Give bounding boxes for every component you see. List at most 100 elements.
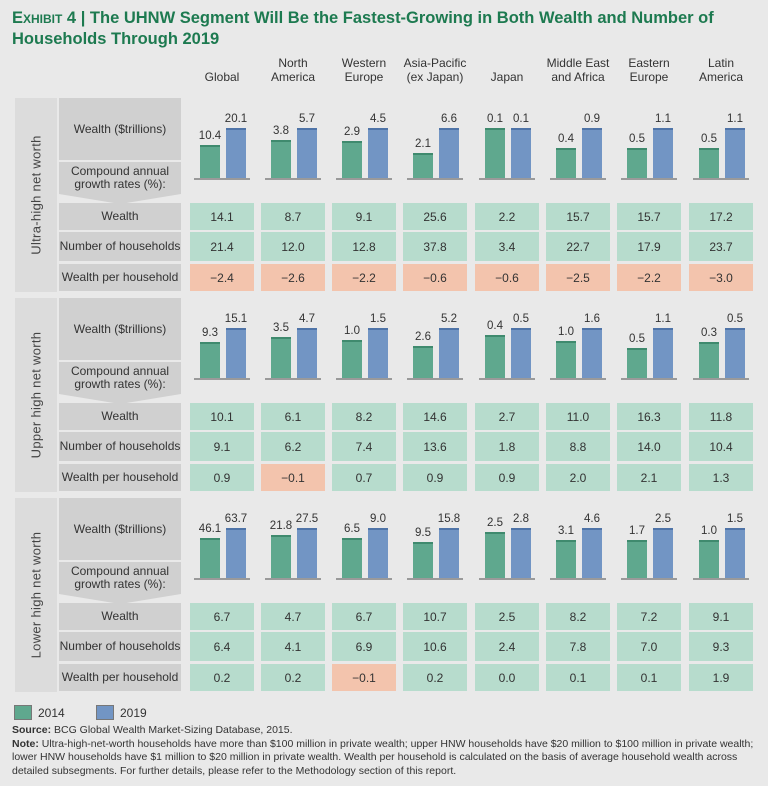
note-line: Note: Ultra-high-net-worth households ha… (12, 738, 762, 779)
row-label-cagr: Compound annual growth rates (%): (59, 162, 181, 194)
row-label-wealth-chart: Wealth ($trillions) (59, 498, 181, 560)
cagr-cell-wealth: 2.7 (475, 403, 539, 430)
cagr-cell-per_household: −0.1 (261, 464, 325, 491)
bar-value-label: 3.5 (273, 322, 289, 334)
bar-value-label: 10.4 (198, 130, 222, 142)
cagr-cell-households: 6.9 (332, 632, 396, 661)
bar-2019 (725, 528, 745, 578)
legend-swatch-2019 (96, 705, 114, 720)
cagr-cell-wealth: 8.7 (261, 203, 325, 230)
bar-2019 (582, 528, 602, 578)
cagr-cell-wealth: 11.8 (689, 403, 753, 430)
bar-2019 (368, 128, 388, 178)
cagr-cell-households: 21.4 (190, 232, 254, 261)
chart-baseline (693, 378, 749, 380)
bar-value-label: 1.1 (655, 313, 671, 325)
chart-baseline (550, 578, 606, 580)
chart-baseline (194, 578, 250, 580)
cagr-cell-households: 10.4 (689, 432, 753, 461)
bar-2019 (511, 128, 531, 178)
bar-2014 (556, 540, 576, 578)
cagr-cell-wealth: 9.1 (689, 603, 753, 630)
bar-value-label: 3.1 (558, 525, 574, 537)
bar-2014 (699, 148, 719, 178)
cagr-cell-per_household: 0.2 (261, 664, 325, 691)
cagr-cell-wealth: 2.2 (475, 203, 539, 230)
down-arrow (59, 594, 181, 604)
bar-2014 (699, 342, 719, 378)
bar-2019 (582, 328, 602, 378)
bar-value-label: 1.1 (727, 113, 743, 125)
cagr-cell-per_household: −2.4 (190, 264, 254, 291)
cagr-cell-wealth: 7.2 (617, 603, 681, 630)
cagr-cell-per_household: −2.2 (332, 264, 396, 291)
bar-2019 (511, 528, 531, 578)
bar-2019 (297, 128, 317, 178)
segment-label: Upper high net worth (15, 298, 57, 492)
chart-title: Exhibit 4 | The UHNW Segment Will Be the… (12, 8, 762, 50)
cagr-cell-households: 8.8 (546, 432, 610, 461)
cagr-cell-per_household: 1.3 (689, 464, 753, 491)
cagr-cell-per_household: 0.0 (475, 664, 539, 691)
bar-2014 (627, 148, 647, 178)
cagr-cell-per_household: 0.2 (190, 664, 254, 691)
cagr-cell-per_household: −0.6 (475, 264, 539, 291)
bar-value-label: 2.6 (415, 331, 431, 343)
bar-value-label: 1.5 (370, 313, 386, 325)
bar-value-label: 2.5 (487, 517, 503, 529)
cagr-cell-per_household: 0.9 (403, 464, 467, 491)
segment-label-text: Upper high net worth (28, 331, 44, 459)
bar-2014 (485, 335, 505, 378)
legend-item-2019: 2019 (96, 705, 147, 720)
bar-2014 (271, 535, 291, 578)
segment-label-text: Lower high net worth (28, 531, 44, 659)
bar-2014 (200, 145, 220, 178)
cagr-cell-per_household: 0.9 (190, 464, 254, 491)
exhibit-label: Exhibit 4 (12, 9, 77, 27)
bar-value-label: 0.1 (513, 113, 529, 125)
bar-value-label: 6.6 (441, 113, 457, 125)
cagr-cell-wealth: 6.7 (190, 603, 254, 630)
cagr-cell-per_household: −0.1 (332, 664, 396, 691)
bar-value-label: 2.8 (513, 513, 529, 525)
cagr-cell-wealth: 8.2 (546, 603, 610, 630)
cagr-cell-households: 9.1 (190, 432, 254, 461)
column-header: North America (270, 56, 315, 84)
bar-value-label: 3.8 (273, 125, 289, 137)
bar-value-label: 0.5 (629, 333, 645, 345)
chart-baseline (693, 578, 749, 580)
chart-baseline (407, 578, 463, 580)
cagr-cell-per_household: 0.1 (617, 664, 681, 691)
chart-baseline (407, 378, 463, 380)
bar-2019 (653, 528, 673, 578)
source-text: BCG Global Wealth Market-Sizing Database… (54, 724, 293, 736)
note-label: Note: (12, 737, 39, 750)
bar-value-label: 9.5 (415, 527, 431, 539)
cagr-cell-wealth: 6.1 (261, 403, 325, 430)
bar-2019 (511, 328, 531, 378)
bar-value-label: 1.0 (701, 525, 717, 537)
row-label-wealth: Wealth (59, 603, 181, 630)
cagr-cell-wealth: 14.6 (403, 403, 467, 430)
row-label-households: Number of households (59, 632, 181, 661)
chart-baseline (479, 378, 535, 380)
bar-value-label: 27.5 (295, 513, 319, 525)
bar-2014 (413, 542, 433, 578)
chart-baseline (550, 178, 606, 180)
bar-2019 (226, 128, 246, 178)
bar-2019 (297, 528, 317, 578)
bar-value-label: 46.1 (198, 523, 222, 535)
bar-2019 (368, 328, 388, 378)
bar-value-label: 0.3 (701, 327, 717, 339)
down-arrow (59, 194, 181, 204)
cagr-cell-households: 37.8 (403, 232, 467, 261)
bar-value-label: 2.5 (655, 513, 671, 525)
cagr-cell-per_household: −0.6 (403, 264, 467, 291)
legend-swatch-2014 (14, 705, 32, 720)
bar-value-label: 1.7 (629, 525, 645, 537)
bar-value-label: 1.0 (558, 326, 574, 338)
cagr-cell-households: 10.6 (403, 632, 467, 661)
chart-baseline (265, 578, 321, 580)
bar-2014 (271, 337, 291, 378)
column-header: Western Europe (341, 56, 387, 84)
